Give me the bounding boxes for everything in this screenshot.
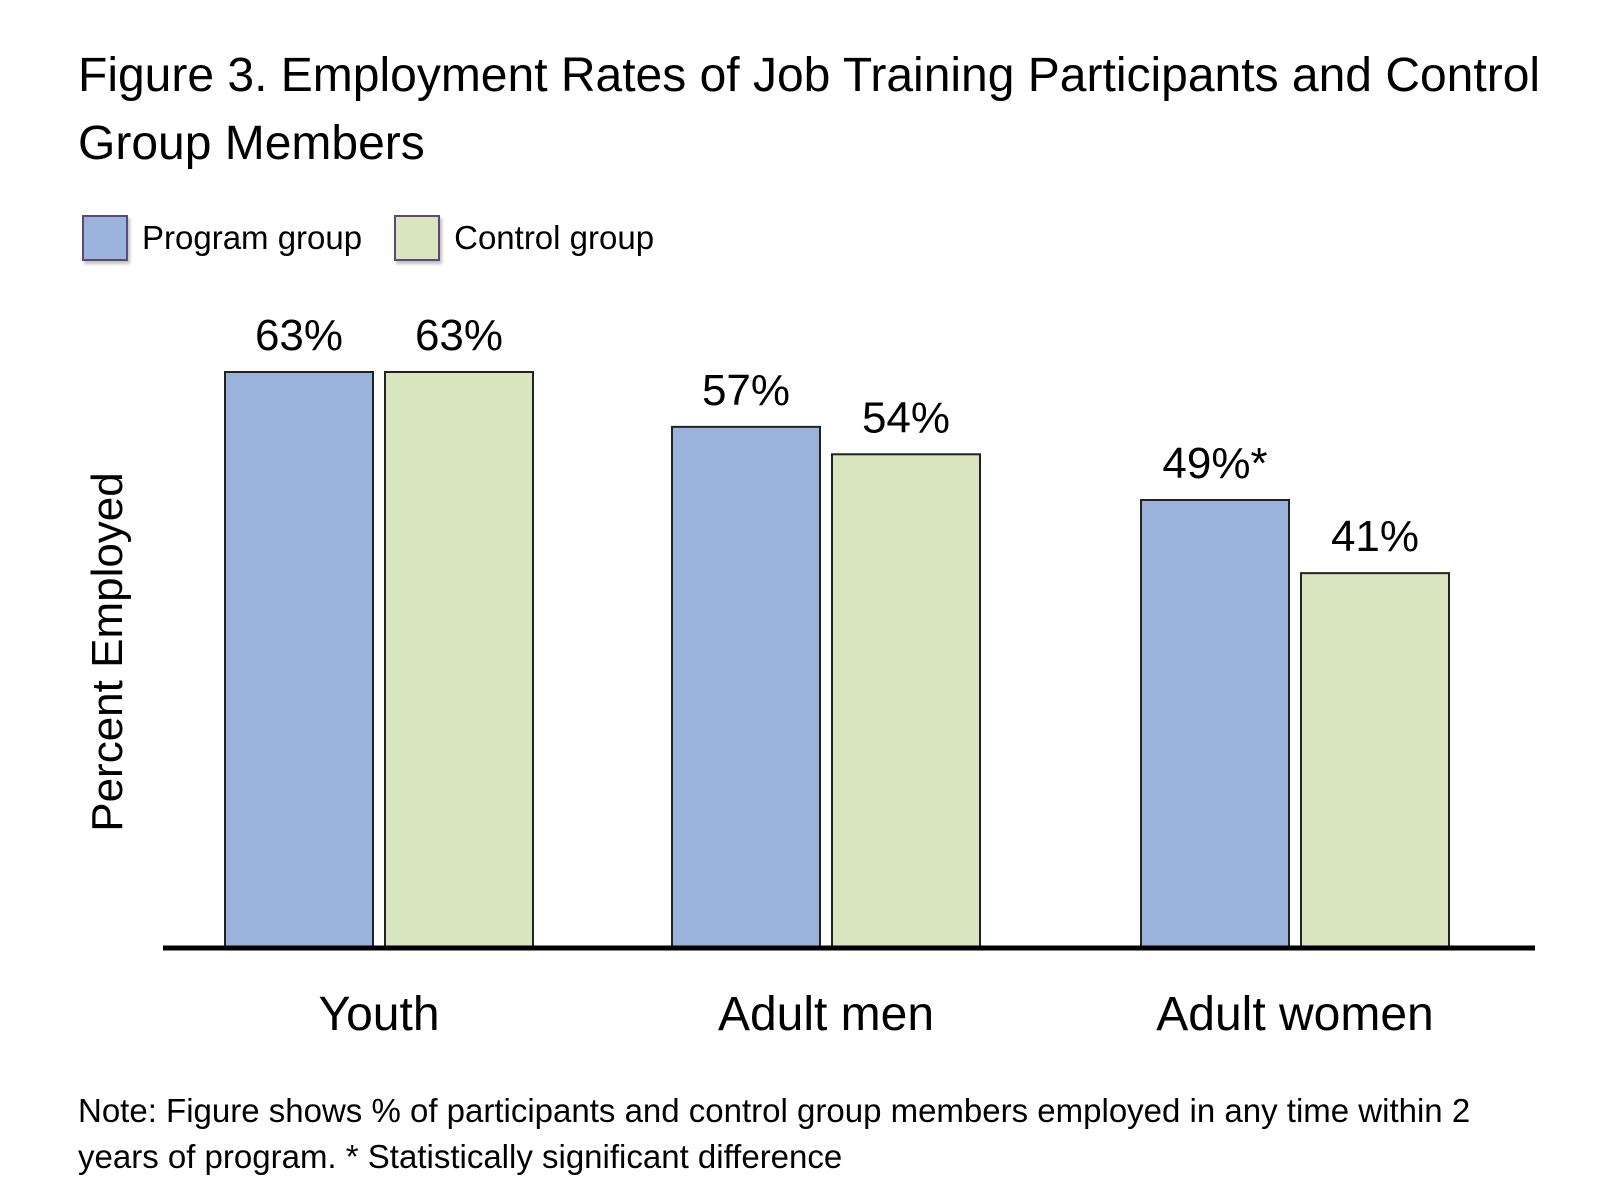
legend-item-control: Control group [394, 215, 654, 261]
data-label-control-group-youth: 63% [415, 311, 503, 360]
data-label-program-group-youth: 63% [255, 311, 343, 360]
data-label-control-group-adult-men: 54% [862, 393, 950, 442]
legend-label-control: Control group [454, 219, 655, 256]
data-label-control-group-adult-women: 41% [1331, 512, 1419, 561]
category-label-adult-men: Adult men [718, 988, 934, 1041]
chart-note: Note: Figure shows % of participants and… [78, 1092, 1471, 1175]
legend-swatch-control [394, 215, 441, 261]
category-label-adult-women: Adult women [1156, 988, 1433, 1041]
bar-chart: Percent Employed 63% 63% Youth 57% 54% Adult m… [83, 311, 1535, 1041]
legend: Program group Control group [82, 212, 686, 264]
y-axis-label: Percent Employed [83, 472, 132, 832]
bar-program-group-adult-men [671, 425, 821, 950]
legend-label-program: Program group [142, 219, 363, 256]
legend-item-program: Program group [82, 215, 362, 261]
legend-swatch-program [82, 215, 128, 261]
category-label-youth: Youth [318, 988, 439, 1041]
bar-program-group-youth [224, 371, 374, 949]
bar-program-group-adult-women [1140, 499, 1290, 949]
chart-title: Figure 3. Employment Rates of Job Traini… [78, 49, 1541, 170]
data-label-program-group-adult-men: 57% [702, 366, 790, 415]
bar-control-group-adult-women [1300, 572, 1450, 950]
bar-control-group-youth [384, 371, 534, 949]
bar-control-group-adult-men [831, 453, 981, 949]
data-label-program-group-adult-women: 49%* [1162, 439, 1267, 488]
